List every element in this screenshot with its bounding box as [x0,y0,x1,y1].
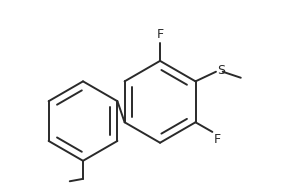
Text: F: F [156,28,164,41]
Text: F: F [214,133,221,146]
Text: S: S [217,64,225,77]
